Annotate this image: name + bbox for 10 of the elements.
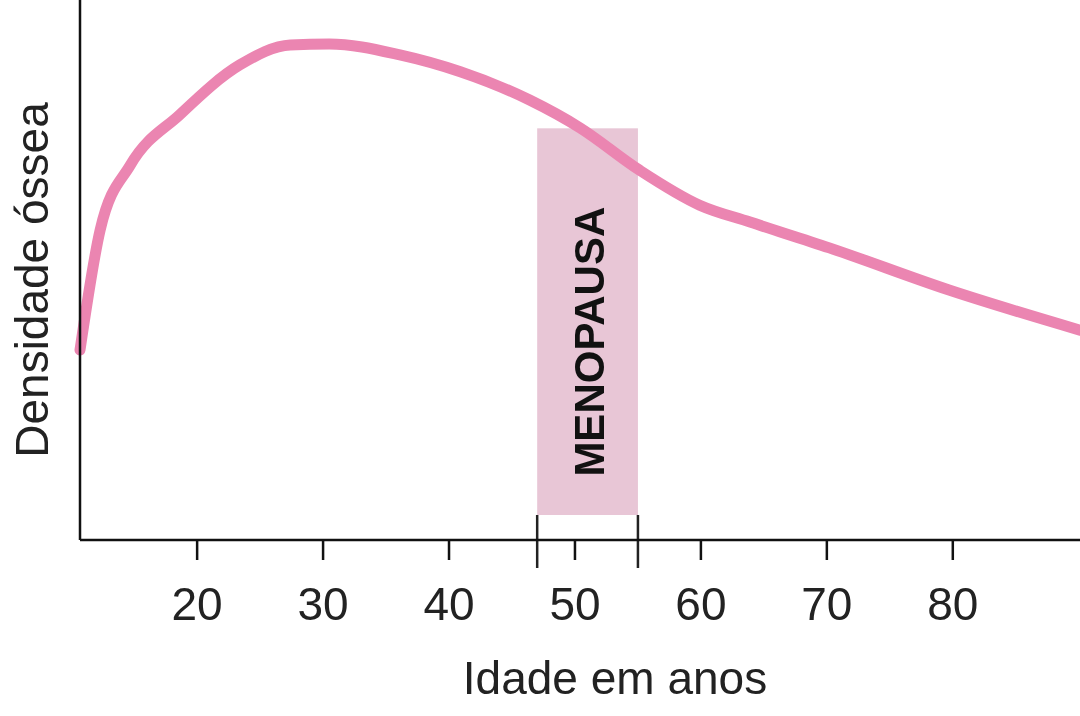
x-tick-label: 20 <box>171 578 223 630</box>
x-tick-label: 40 <box>423 578 475 630</box>
x-tick-label: 70 <box>801 578 853 630</box>
x-tick-label: 80 <box>927 578 979 630</box>
x-axis-title: Idade em anos <box>462 652 768 704</box>
y-axis-title: Densidade óssea <box>6 101 58 458</box>
x-tick-label: 50 <box>549 578 601 630</box>
x-tick-label: 30 <box>297 578 349 630</box>
x-tick-label: 60 <box>675 578 727 630</box>
band-label: MENOPAUSA <box>565 206 613 477</box>
